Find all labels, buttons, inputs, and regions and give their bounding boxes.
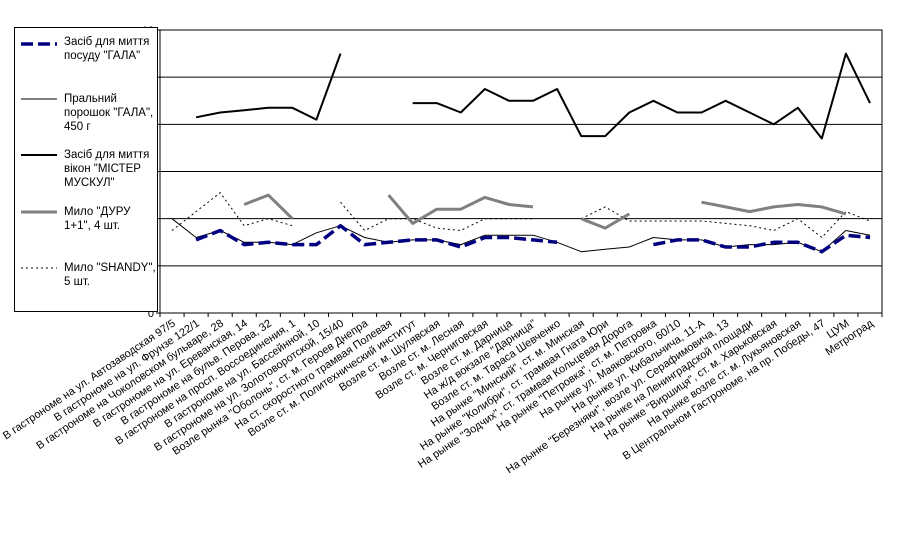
series-line-segment [653,233,871,254]
series-line-segment [580,206,871,238]
series-line-segment [243,193,294,220]
series-0 [195,223,871,254]
series-3 [243,193,847,230]
legend-swatch-gala-dish [21,42,57,46]
series-line-segment [171,192,293,231]
series-line-segment [195,53,342,121]
series-line-segment [580,212,631,230]
series-line-segment [701,200,847,216]
y-tick-label: 0 [148,308,154,320]
legend-label: Мило "ДУРУ 1+1", 4 шт. [64,206,131,232]
series-2 [195,52,871,140]
series-4 [171,192,871,238]
legend-swatch-gala-powder [21,98,57,100]
series-line-segment [387,194,534,225]
series-line-segment [340,201,533,231]
legend-swatch-shandy [21,267,57,269]
legend-label: Мило "SHANDY", 5 шт. [64,262,156,288]
series-layer [171,52,871,254]
legend-label: Засіб для миття посуду "ГАЛА" [64,36,150,62]
legend-label: Засіб для миття вікон "МІСТЕР МУСКУЛ" [64,149,150,189]
legend-swatch-mister-muscle [21,154,57,156]
series-line-segment [412,52,871,140]
legend-swatch-duru [21,210,57,214]
x-axis: В гастрономе на ул. Автозаводская 97/5В … [1,313,883,476]
legend-label: Пральний порошок "ГАЛА", 450 г [64,93,154,133]
legend: Засіб для миття посуду "ГАЛА" Пральний п… [14,27,158,312]
